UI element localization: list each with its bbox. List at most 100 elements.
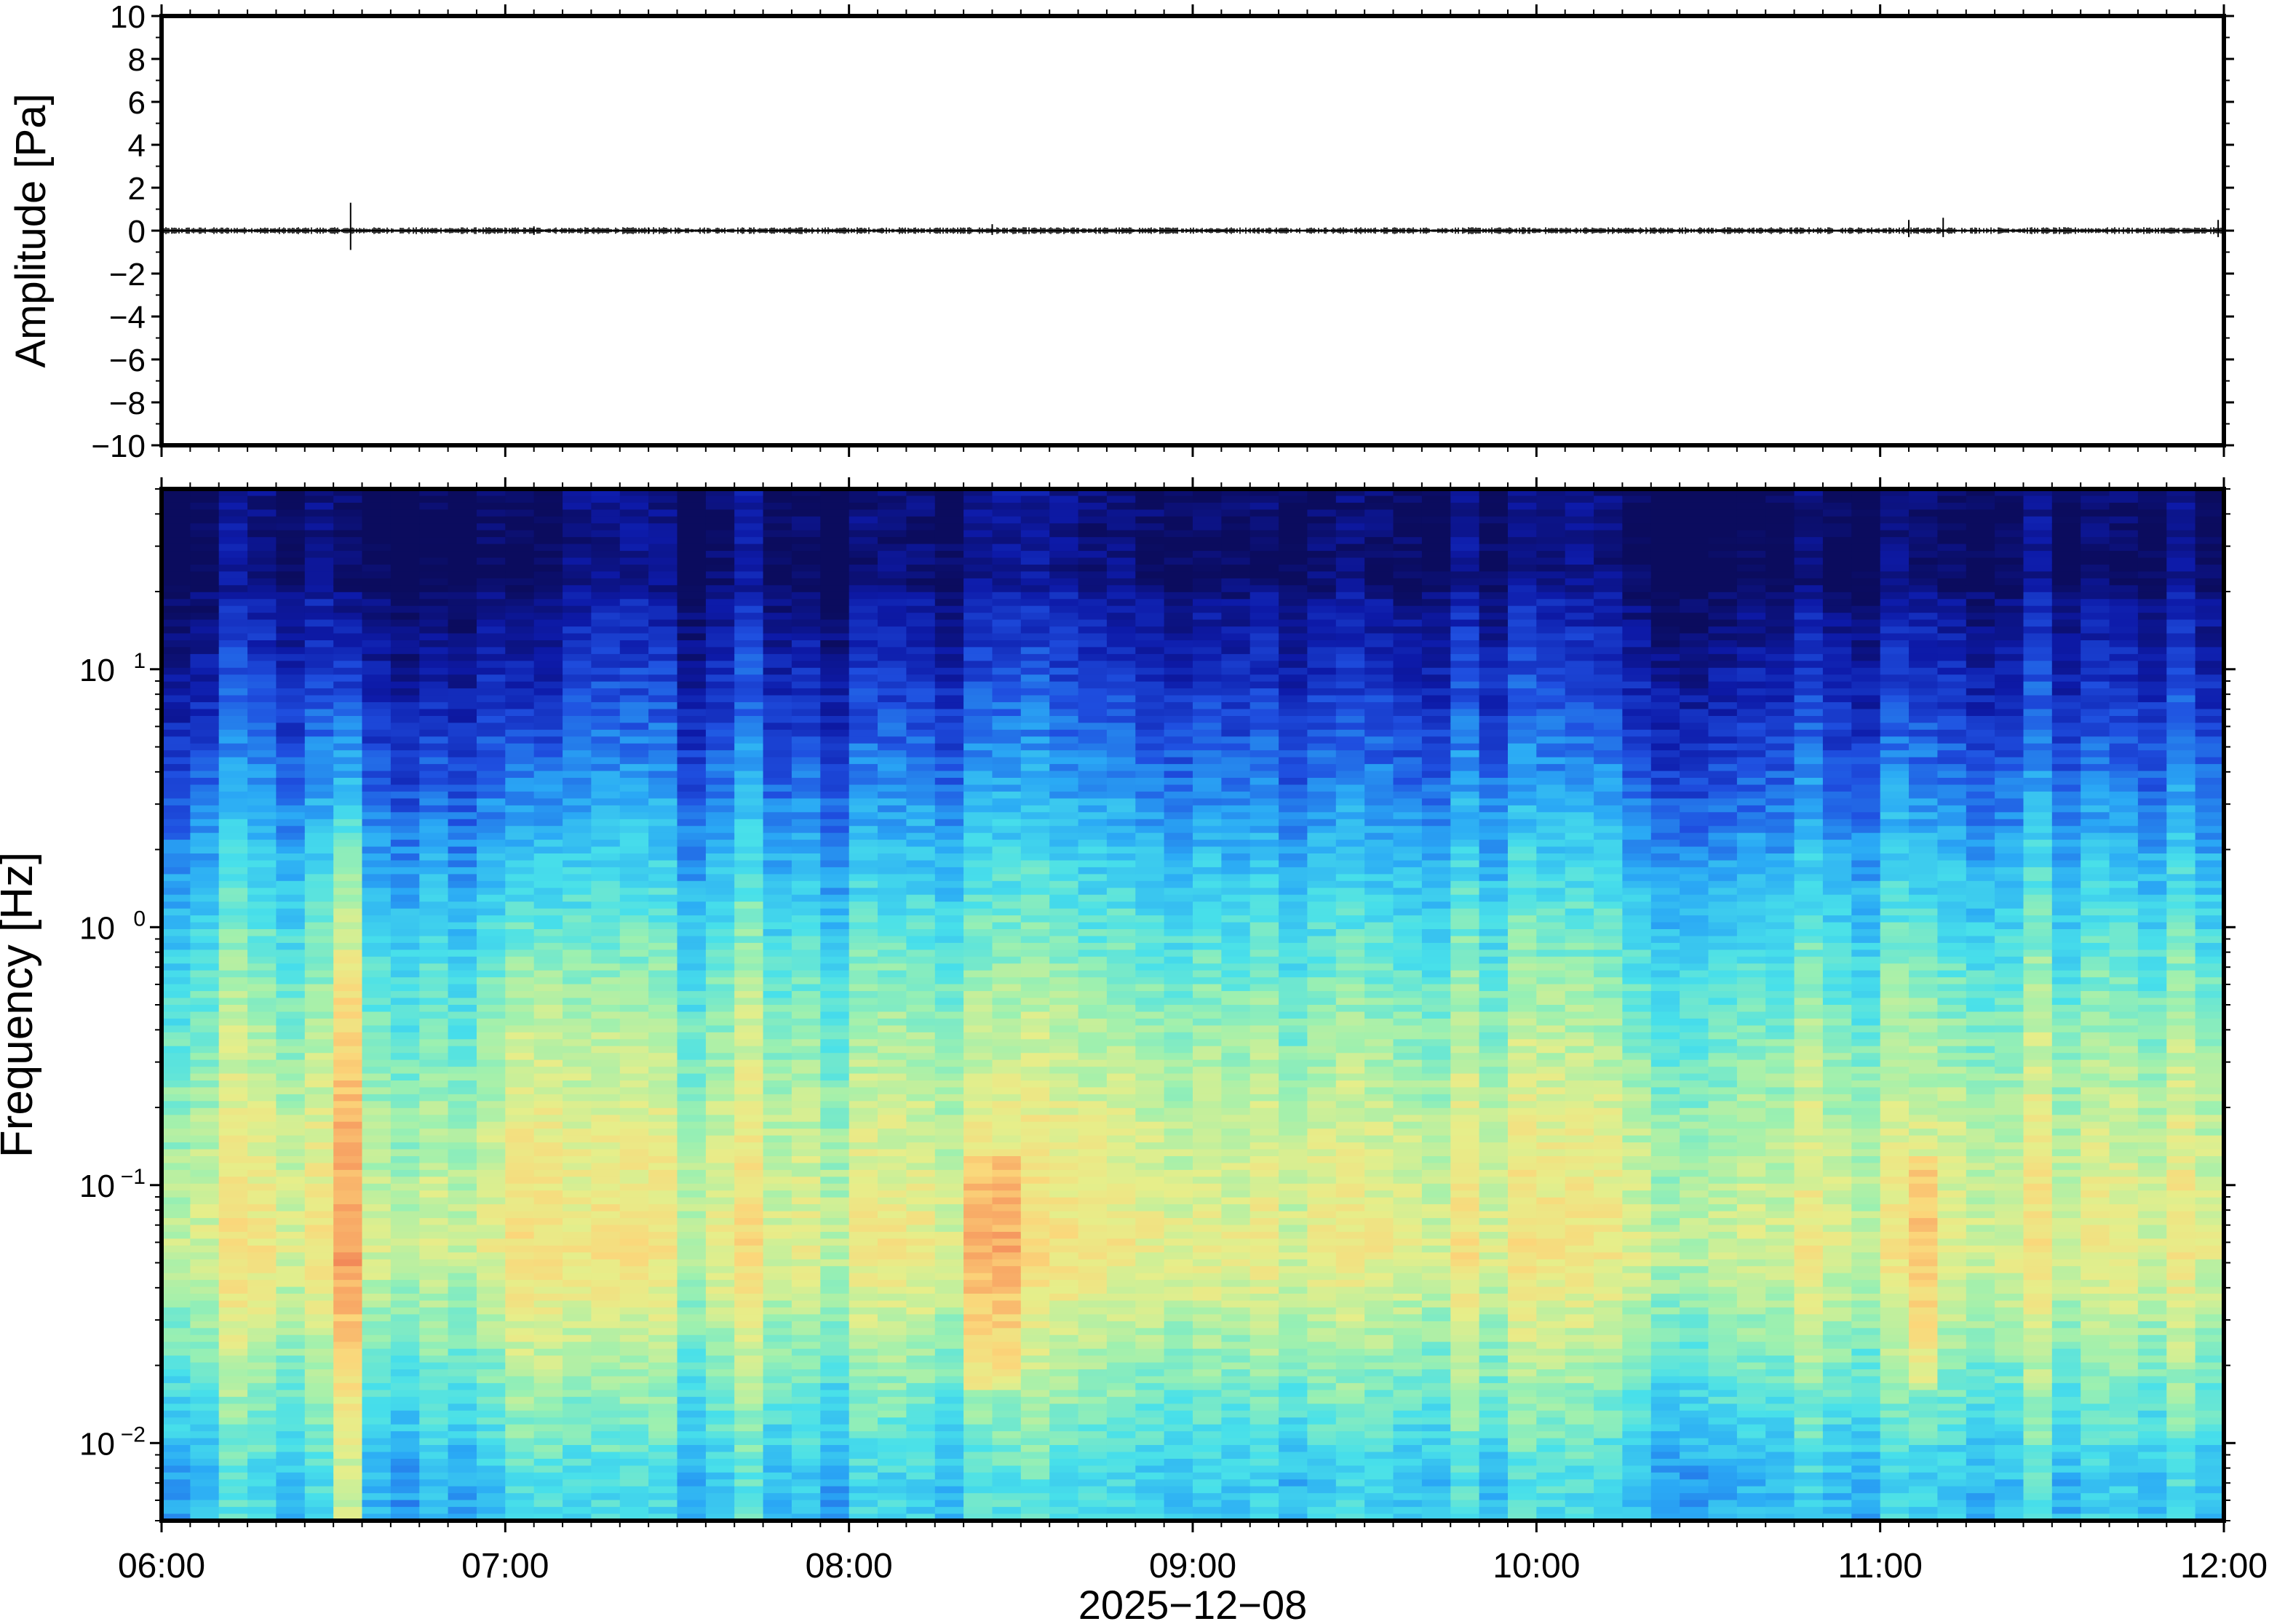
spectrogram-cell <box>419 495 449 503</box>
spectrogram-cell <box>1020 1101 1050 1109</box>
spectrogram-cell <box>533 1486 563 1494</box>
spectrogram-cell <box>333 1080 363 1088</box>
spectrogram-cell <box>505 585 535 593</box>
spectrogram-cell <box>619 784 649 792</box>
spectrogram-cell <box>591 984 621 992</box>
spectrogram-cell <box>934 530 964 538</box>
spectrogram-cell <box>190 1390 220 1398</box>
spectrogram-cell <box>362 667 392 676</box>
spectrogram-cell <box>190 1369 220 1377</box>
spectrogram-cell <box>619 1018 649 1027</box>
spectrogram-cell <box>419 1005 449 1013</box>
spectrogram-cell <box>333 653 363 662</box>
spectrogram-cell <box>648 1053 678 1061</box>
spectrogram-cell <box>820 1321 850 1329</box>
spectrogram-cell <box>934 1507 964 1515</box>
spectrogram-cell <box>333 1266 363 1274</box>
spectrogram-cell <box>677 1121 707 1129</box>
spectrogram-cell <box>505 1307 535 1315</box>
spectrogram-cell <box>820 619 850 627</box>
spectrogram-cell <box>533 1252 563 1260</box>
spectrogram-cell <box>992 1486 1022 1494</box>
spectrogram-cell <box>477 950 506 958</box>
spectrogram-cell <box>276 709 306 717</box>
spectrogram-cell <box>878 661 907 669</box>
spectrogram-cell <box>1020 571 1050 579</box>
spectrogram-cell <box>390 1396 421 1405</box>
spectrogram-cell <box>677 1232 707 1240</box>
spectrogram-cell <box>705 1121 736 1129</box>
spectrogram-cell <box>477 1067 506 1075</box>
spectrogram-cell <box>1020 846 1050 854</box>
spectrogram-cell <box>390 956 421 965</box>
spectrogram-cell <box>648 922 678 930</box>
spectrogram-cell <box>448 1094 477 1102</box>
spectrogram-cell <box>677 1169 707 1178</box>
spectrogram-cell <box>820 929 850 937</box>
spectrogram-cell <box>763 1348 792 1356</box>
spectrogram-cell <box>705 613 736 621</box>
spectrogram-cell <box>247 1280 277 1288</box>
spectrogram-cell <box>362 888 392 896</box>
spectrogram-cell <box>304 1018 334 1027</box>
spectrogram-cell <box>591 819 621 827</box>
spectrogram-cell <box>648 502 678 511</box>
spectrogram-cell <box>276 1507 306 1515</box>
spectrogram-cell <box>162 1135 191 1143</box>
spectrogram-cell <box>820 661 850 669</box>
spectrogram-cell <box>849 592 878 600</box>
spectrogram-cell <box>190 1011 220 1019</box>
spectrogram-cell <box>963 702 993 710</box>
spectrogram-cell <box>333 1479 363 1487</box>
spectrogram-cell <box>992 1018 1022 1027</box>
spectrogram-cell <box>878 633 907 641</box>
spectrogram-cell <box>878 1135 907 1143</box>
spectrogram-cell <box>190 1018 220 1027</box>
spectrogram-cell <box>477 970 506 978</box>
spectrogram-cell <box>820 729 850 738</box>
spectrogram-cell <box>390 1382 421 1391</box>
spectrogram-cell <box>162 1486 191 1494</box>
spectrogram-cell <box>734 1238 764 1246</box>
spectrogram-cell <box>763 674 792 682</box>
spectrogram-cell <box>906 681 936 689</box>
spectrogram-cell <box>849 1486 878 1494</box>
spectrogram-cell <box>878 1500 907 1508</box>
spectrogram-cell <box>276 530 306 538</box>
spectrogram-cell <box>247 1129 277 1137</box>
spectrogram-cell <box>763 1321 792 1329</box>
spectrogram-cell <box>304 874 334 882</box>
spectrogram-cell <box>304 1046 334 1054</box>
spectrogram-cell <box>906 647 936 655</box>
spectrogram-cell <box>304 640 334 648</box>
spectrogram-cell <box>591 1376 621 1384</box>
spectrogram-cell <box>591 1266 621 1274</box>
spectrogram-cell <box>505 998 535 1006</box>
spectrogram-cell <box>791 1314 822 1322</box>
spectrogram-cell <box>934 1211 964 1219</box>
spectrogram-cell <box>247 723 277 731</box>
spectrogram-cell <box>906 1156 936 1164</box>
spectrogram-cell <box>563 1149 592 1157</box>
spectrogram-cell <box>390 709 421 717</box>
spectrogram-cell <box>390 557 421 565</box>
spectrogram-cell <box>190 1053 220 1061</box>
spectrogram-cell <box>791 1032 822 1040</box>
spectrogram-cell <box>591 1396 621 1405</box>
spectrogram-cell <box>791 585 822 593</box>
spectrogram-cell <box>791 880 822 889</box>
spectrogram-cell <box>734 565 764 573</box>
spectrogram-cell <box>505 1067 535 1075</box>
spectrogram-cell <box>677 1410 707 1418</box>
spectrogram-cell <box>791 1204 822 1212</box>
spectrogram-cell <box>849 757 878 765</box>
spectrogram-cell <box>677 956 707 965</box>
spectrogram-cell <box>648 509 678 517</box>
spectrogram-cell <box>820 1149 850 1157</box>
spectrogram-cell <box>648 1156 678 1164</box>
spectrogram-cell <box>190 860 220 868</box>
spectrogram-cell <box>390 516 421 525</box>
spectrogram-cell <box>791 832 822 840</box>
spectrogram-cell <box>648 1507 678 1515</box>
spectrogram-cell <box>934 1390 964 1398</box>
